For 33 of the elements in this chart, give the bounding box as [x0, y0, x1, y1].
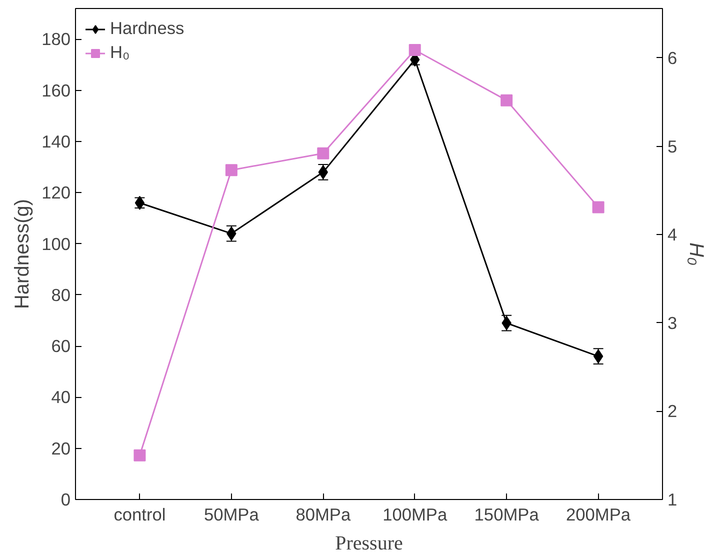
point	[500, 94, 513, 106]
x-tick-label: 150MPa	[474, 504, 540, 524]
y-tick-label: 80	[51, 284, 71, 305]
x-tick-label: 100MPa	[382, 504, 448, 524]
y2-tick-label: 6	[668, 48, 678, 68]
y2-tick-label: 4	[668, 224, 678, 245]
x-tick-label: 50MPa	[204, 504, 260, 524]
y2-tick-label: 3	[668, 312, 678, 333]
y-tick-label: 0	[60, 490, 71, 510]
x-axis-title: Pressure	[335, 532, 404, 554]
y-tick-label: 100	[42, 234, 71, 254]
y-tick-label: 160	[42, 80, 71, 100]
x-tick-label: 80MPa	[296, 504, 351, 524]
point	[592, 201, 604, 214]
point	[134, 449, 146, 462]
point	[317, 147, 330, 160]
y2-tick-label: 1	[668, 490, 678, 510]
y2-axis-title: H₀	[685, 242, 708, 266]
y-tick-label: 120	[42, 182, 71, 203]
y-tick-label: 180	[42, 29, 71, 50]
point	[408, 44, 421, 56]
legend-label: H₀	[110, 42, 130, 63]
point	[225, 164, 238, 176]
x-tick-label: 200MPa	[566, 504, 631, 524]
y2-tick-label: 5	[668, 136, 678, 156]
y-tick-label: 140	[42, 131, 71, 152]
y-axis-title: Hardness(g)	[12, 198, 34, 310]
legend-label: Hardness	[110, 18, 184, 39]
y-tick-label: 40	[51, 387, 71, 408]
y2-tick-label: 2	[668, 401, 678, 422]
x-tick-label: control	[114, 504, 166, 524]
y-tick-label: 60	[51, 336, 71, 356]
y-tick-label: 20	[51, 438, 71, 458]
